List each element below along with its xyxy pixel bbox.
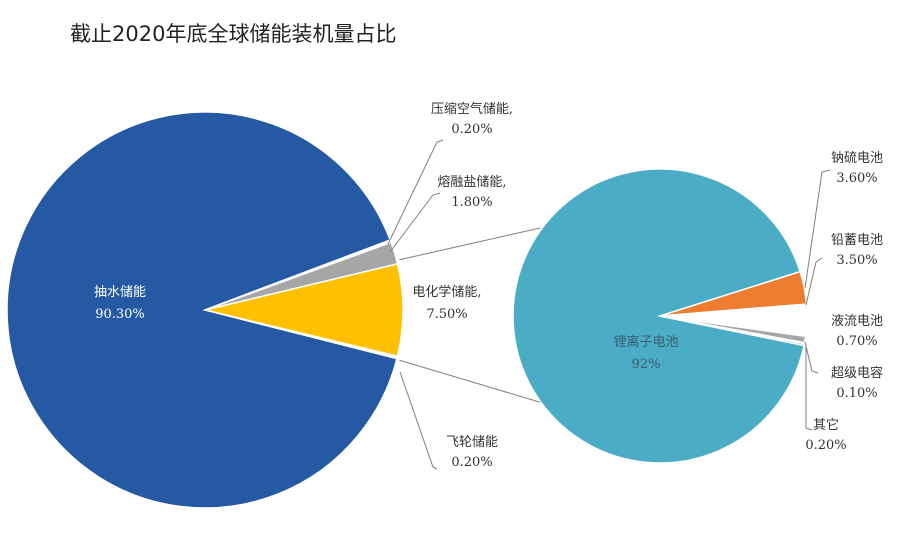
- label-name: 其它: [813, 417, 839, 433]
- label-name: 超级电容: [831, 365, 883, 381]
- leader-line-压缩空气储能: [387, 139, 444, 245]
- label-value: 0.20%: [805, 438, 846, 453]
- label-value: 3.60%: [836, 171, 877, 186]
- label-value: 7.50%: [426, 307, 467, 322]
- main-label-电化学储能: 电化学储能, 7.50%: [412, 284, 481, 322]
- sub-slice-锂离子电池: [512, 168, 805, 464]
- sub-label-液流电池: 液流电池 0.70%: [831, 314, 883, 349]
- label-name: 液流电池: [831, 314, 883, 329]
- label-name: 钠硫电池: [831, 151, 883, 166]
- sub-label-超级电容: 超级电容 0.10%: [831, 365, 883, 401]
- main-label-熔融盐储能: 熔融盐储能, 1.80%: [437, 175, 506, 210]
- label-value: 1.80%: [451, 195, 492, 210]
- sub-label-铅蓄电池: 铅蓄电池 3.50%: [831, 233, 883, 268]
- connector-line-top: [399, 227, 541, 261]
- label-value: 0.20%: [451, 455, 492, 470]
- label-name: 锂离子电池: [613, 334, 678, 350]
- label-value: 90.30%: [95, 307, 145, 322]
- main-slice-抽水储能: [6, 111, 398, 509]
- label-value: 0.20%: [451, 122, 492, 137]
- main-label-压缩空气储能: 压缩空气储能, 0.20%: [431, 101, 513, 137]
- label-name: 铅蓄电池: [831, 233, 883, 248]
- sub-label-其它: 其它 0.20%: [805, 417, 846, 453]
- label-name: 抽水储能: [94, 285, 146, 300]
- leader-line-钠硫电池: [804, 169, 831, 289]
- label-value: 0.70%: [836, 334, 877, 349]
- sub-slice-其它: [659, 315, 806, 347]
- label-name: 熔融盐储能,: [437, 175, 506, 190]
- label-name: 压缩空气储能,: [431, 101, 513, 117]
- main-label-抽水储能: 抽水储能 90.30%: [94, 285, 146, 322]
- chart-title: 截止2020年底全球储能装机量占比: [70, 22, 397, 46]
- label-name: 飞轮储能: [446, 435, 498, 450]
- leader-line-铅蓄电池: [805, 257, 823, 306]
- sub-label-锂离子电池: 锂离子电池 92%: [613, 334, 678, 372]
- label-value: 0.10%: [836, 386, 877, 401]
- main-slice-熔融盐储能: [204, 241, 399, 311]
- leader-line-超级电容: [804, 341, 819, 374]
- sub-label-钠硫电池: 钠硫电池 3.60%: [831, 151, 883, 186]
- leader-line-其它: [805, 345, 813, 431]
- leader-line-熔融盐储能: [389, 192, 441, 253]
- connector-line-bottom: [399, 359, 547, 405]
- label-value: 3.50%: [836, 253, 877, 268]
- label-name: 电化学储能,: [412, 284, 481, 300]
- main-label-飞轮储能: 飞轮储能 0.20%: [446, 435, 498, 470]
- label-value: 92%: [632, 357, 661, 372]
- leader-line-飞轮储能: [399, 371, 438, 470]
